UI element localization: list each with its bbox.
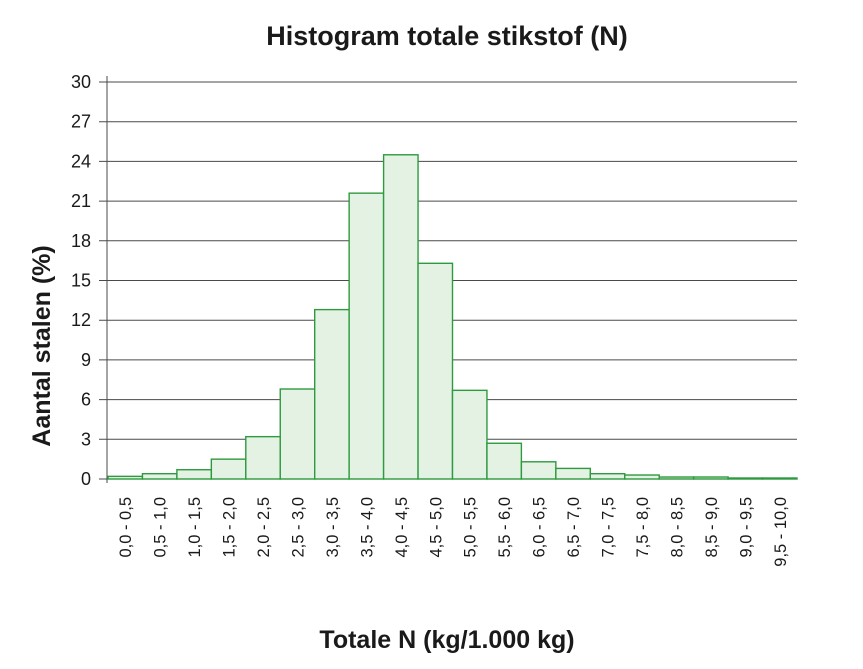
x-tick-label: 8,0 - 8,5: [668, 497, 686, 558]
x-tick-label: 4,0 - 4,5: [393, 497, 411, 558]
bar: [141, 473, 178, 480]
bar: [348, 192, 385, 480]
y-tick-label: 18: [71, 231, 91, 251]
y-tick-label: 15: [71, 271, 91, 291]
bar: [761, 477, 798, 480]
x-tick-label: 3,0 - 3,5: [324, 497, 342, 558]
y-tick-label: 0: [81, 469, 91, 489]
x-tick-label: 9,0 - 9,5: [737, 497, 755, 558]
x-tick-label: 0,5 - 1,0: [152, 497, 170, 558]
x-tick-label: 5,0 - 5,5: [462, 497, 480, 558]
y-tick-label: 3: [81, 429, 91, 449]
y-tick-label: 21: [71, 191, 91, 211]
x-tick-labels: 0,0 - 0,5 0,5 - 1,0 1,0 - 1,5 1,5 - 2,0 2,0 …: [117, 497, 790, 567]
y-tick-label: 27: [71, 112, 91, 132]
bar: [176, 469, 213, 480]
x-axis-label: Totale N (kg/1.000 kg): [319, 626, 574, 654]
y-tick-label: 9: [81, 350, 91, 370]
bar: [210, 458, 247, 480]
x-tick-label: 9,5 - 10,0: [772, 497, 790, 567]
x-tick-label: 0,0 - 0,5: [117, 497, 135, 558]
x-tick-label: 2,5 - 3,0: [289, 497, 307, 558]
y-axis-label: Aantal stalen (%): [28, 245, 56, 446]
x-tick-label: 4,5 - 5,0: [427, 497, 445, 558]
x-tick-label: 8,5 - 9,0: [703, 497, 721, 558]
chart-title: Histogram totale stikstof (N): [266, 21, 628, 51]
bar: [382, 154, 419, 480]
x-tick-label: 6,5 - 7,0: [565, 497, 583, 558]
x-tick-label: 6,0 - 6,5: [531, 497, 549, 558]
x-tick-label: 2,0 - 2,5: [255, 497, 273, 558]
x-tick-label: 7,5 - 8,0: [634, 497, 652, 558]
bar: [417, 262, 454, 480]
y-tick-label: 30: [71, 72, 91, 92]
bar: [279, 388, 316, 480]
x-tick-label: 5,5 - 6,0: [496, 497, 514, 558]
bar: [486, 442, 523, 480]
bar: [727, 477, 764, 480]
bar: [658, 476, 695, 480]
bar: [107, 475, 144, 480]
y-tick-labels: 0 3 6 9 12 15 18 21 24 27 30: [71, 72, 91, 489]
bar: [692, 476, 729, 480]
bar: [624, 474, 660, 480]
x-tick-label: 3,5 - 4,0: [358, 497, 376, 558]
bar: [520, 461, 557, 480]
y-tick-label: 12: [71, 310, 91, 330]
y-tick-label: 6: [81, 390, 91, 410]
bars: [107, 154, 798, 480]
x-tick-label: 1,0 - 1,5: [186, 497, 204, 558]
bar: [589, 473, 626, 480]
y-tick-label: 24: [71, 151, 91, 171]
bar: [314, 308, 350, 480]
x-tick-label: 7,0 - 7,5: [600, 497, 618, 558]
bar: [451, 389, 488, 480]
bar: [555, 467, 591, 480]
x-tick-label: 1,5 - 2,0: [221, 497, 239, 558]
bar: [245, 435, 281, 480]
